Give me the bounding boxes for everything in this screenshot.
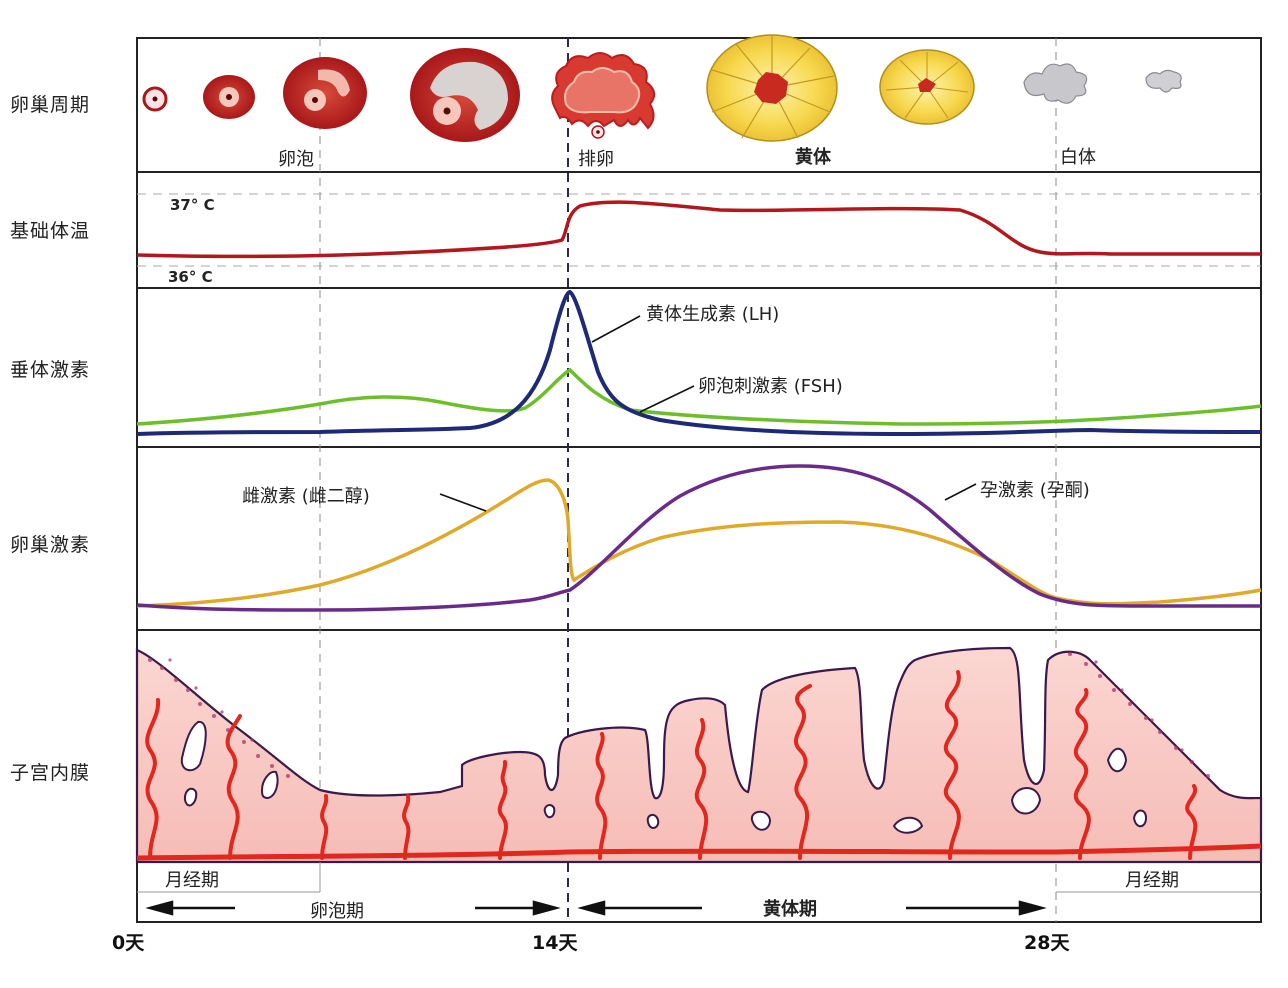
estrogen-leader — [439, 493, 487, 512]
follicle-graafian-icon — [410, 48, 520, 142]
corpus-albicans-large-icon — [1023, 63, 1088, 104]
row-label-bbt: 基础体温 — [10, 220, 91, 242]
endometrium-illustration — [135, 646, 1263, 864]
label-corpus-albicans: 白体 — [1060, 147, 1096, 168]
label-progesterone: 孕激素 (孕酮) — [980, 480, 1090, 501]
follicle-secondary-icon — [283, 57, 367, 129]
day-label-28: 28天 — [1024, 932, 1070, 954]
label-estrogen: 雌激素 (雌二醇) — [242, 486, 370, 507]
temperature-guides — [137, 193, 1261, 267]
corpus-luteum-small-icon — [879, 49, 975, 125]
day-label-14: 14天 — [532, 932, 578, 954]
fsh-leader — [639, 385, 695, 413]
label-ovulation: 排卵 — [578, 149, 614, 170]
label-menstrual-left: 月经期 — [165, 870, 219, 891]
basal-artery — [136, 843, 1262, 861]
ovulation-rupture-icon — [551, 52, 656, 139]
chart-frame — [136, 37, 1262, 923]
label-menstrual-right: 月经期 — [1125, 870, 1179, 891]
label-follicular-phase: 卵泡期 — [310, 901, 364, 922]
bbt-curve — [136, 200, 1261, 259]
row-label-ovarian-hormones: 卵巢激素 — [10, 534, 91, 556]
phase-band — [137, 862, 1261, 893]
row-label-endometrium: 子宫内膜 — [10, 762, 91, 784]
label-corpus-luteum: 黄体 — [795, 147, 831, 168]
label-fsh: 卵泡刺激素 (FSH) — [698, 376, 843, 397]
row-label-pituitary: 垂体激素 — [10, 359, 91, 381]
row-label-ovary-cycle: 卵巢周期 — [10, 94, 91, 116]
phase-arrows — [145, 900, 1047, 916]
label-follicle: 卵泡 — [278, 149, 314, 170]
temp-label-37: 37° C — [170, 196, 215, 214]
label-luteal-phase: 黄体期 — [763, 899, 817, 920]
day-label-0: 0天 — [112, 932, 145, 954]
follicle-primary-icon — [203, 75, 255, 119]
follicle-primordial-icon — [142, 86, 168, 112]
lh-curve — [136, 289, 1262, 437]
label-lh: 黄体生成素 (LH) — [646, 304, 780, 325]
lh-leader — [591, 315, 641, 343]
corpus-luteum-large-icon — [706, 34, 838, 142]
temp-label-36: 36° C — [168, 268, 213, 286]
fsh-curve — [136, 367, 1262, 426]
progesterone-leader — [944, 483, 977, 501]
progesterone-curve — [136, 464, 1261, 612]
corpus-albicans-small-icon — [1145, 69, 1182, 93]
